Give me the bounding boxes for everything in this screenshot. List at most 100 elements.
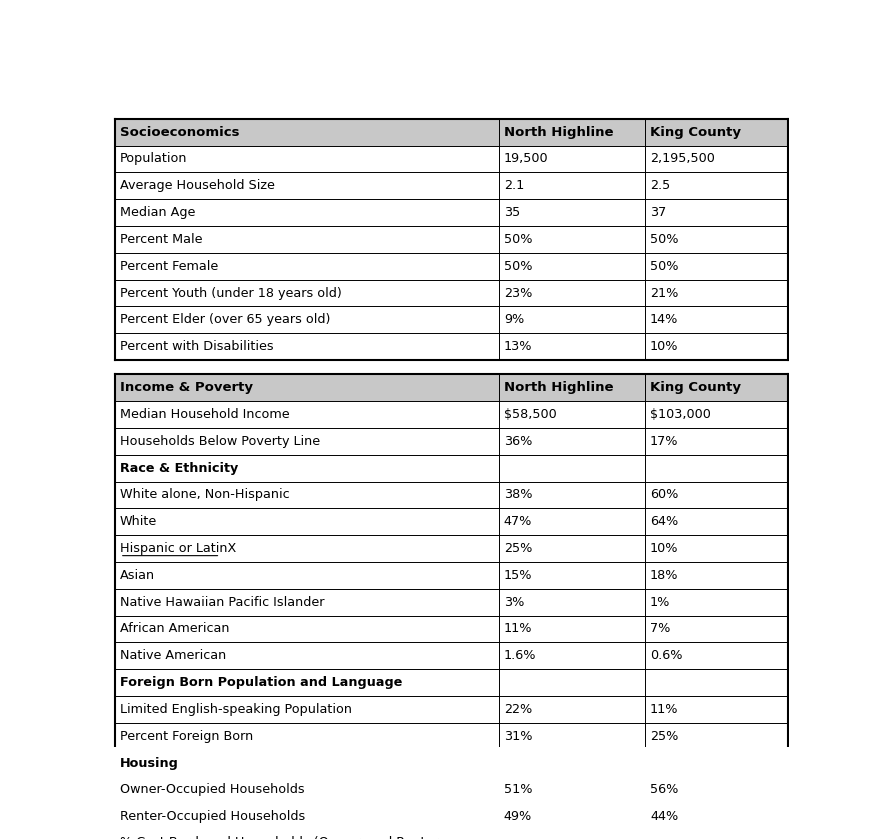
Text: $103,000: $103,000 — [650, 408, 711, 421]
Text: 2,195,500: 2,195,500 — [650, 153, 715, 165]
Bar — [115, 306, 788, 333]
Text: White: White — [120, 515, 157, 529]
Text: Hispanic or LatinX: Hispanic or LatinX — [120, 542, 236, 555]
Text: Income & Poverty: Income & Poverty — [120, 381, 253, 394]
Bar — [115, 643, 788, 670]
Text: Foreign Born Population and Language: Foreign Born Population and Language — [120, 676, 403, 689]
Text: 60%: 60% — [650, 488, 678, 502]
Text: Households Below Poverty Line: Households Below Poverty Line — [120, 435, 320, 448]
Text: 50%: 50% — [503, 260, 532, 273]
Text: White alone, Non-Hispanic: White alone, Non-Hispanic — [120, 488, 289, 502]
Text: North Highline: North Highline — [503, 381, 613, 394]
Bar — [115, 401, 788, 428]
Text: $58,500: $58,500 — [503, 408, 557, 421]
Text: 7%: 7% — [650, 623, 670, 635]
Text: Asian: Asian — [120, 569, 155, 582]
Bar — [115, 199, 788, 226]
Text: North Highline: North Highline — [503, 126, 613, 138]
Text: King County: King County — [650, 126, 741, 138]
Text: Native American: Native American — [120, 649, 226, 662]
Text: Percent Female: Percent Female — [120, 260, 218, 273]
Text: 11%: 11% — [503, 623, 532, 635]
Text: 25%: 25% — [650, 730, 678, 743]
Text: African American: African American — [120, 623, 229, 635]
Text: Average Household Size: Average Household Size — [120, 180, 275, 192]
Text: 47%: 47% — [503, 515, 532, 529]
Bar — [115, 803, 788, 830]
Text: 37: 37 — [650, 206, 667, 219]
Text: 31%: 31% — [503, 730, 532, 743]
Text: 56%: 56% — [650, 784, 678, 796]
Text: 49%: 49% — [503, 810, 532, 823]
Text: Race & Ethnicity: Race & Ethnicity — [120, 461, 238, 475]
Bar — [115, 455, 788, 482]
Text: 50%: 50% — [503, 233, 532, 246]
Text: Percent Youth (under 18 years old): Percent Youth (under 18 years old) — [120, 287, 341, 300]
Text: 2.5: 2.5 — [650, 180, 670, 192]
Text: 22%: 22% — [503, 703, 532, 716]
Text: 1.6%: 1.6% — [503, 649, 537, 662]
Text: 14%: 14% — [650, 313, 678, 326]
Text: Population: Population — [120, 153, 188, 165]
Bar — [115, 146, 788, 172]
Text: 19,500: 19,500 — [503, 153, 548, 165]
Text: 0.6%: 0.6% — [650, 649, 682, 662]
Text: 64%: 64% — [650, 515, 678, 529]
Bar — [115, 279, 788, 306]
Bar — [115, 482, 788, 508]
Text: 10%: 10% — [650, 542, 679, 555]
Bar — [115, 508, 788, 535]
Bar — [115, 226, 788, 253]
Text: Limited English-speaking Population: Limited English-speaking Population — [120, 703, 352, 716]
Text: Owner-Occupied Households: Owner-Occupied Households — [120, 784, 304, 796]
Text: 21%: 21% — [650, 287, 678, 300]
Text: 10%: 10% — [650, 340, 679, 353]
Text: 25%: 25% — [503, 542, 532, 555]
Text: 17%: 17% — [650, 435, 679, 448]
Bar — [115, 749, 788, 776]
Text: Percent Male: Percent Male — [120, 233, 203, 246]
Text: Socioeconomics: Socioeconomics — [120, 126, 239, 138]
Text: Percent Foreign Born: Percent Foreign Born — [120, 730, 253, 743]
Text: 11%: 11% — [650, 703, 679, 716]
Text: 9%: 9% — [503, 313, 524, 326]
Text: Native Hawaiian Pacific Islander: Native Hawaiian Pacific Islander — [120, 596, 324, 608]
Bar — [115, 670, 788, 696]
Text: King County: King County — [650, 381, 741, 394]
Text: 18%: 18% — [650, 569, 679, 582]
Text: Renter-Occupied Households: Renter-Occupied Households — [120, 810, 305, 823]
Text: 35: 35 — [503, 206, 520, 219]
Bar — [115, 589, 788, 616]
Text: 2.1: 2.1 — [503, 180, 524, 192]
Text: 50%: 50% — [650, 260, 679, 273]
Bar — [115, 562, 788, 589]
Text: Median Household Income: Median Household Income — [120, 408, 289, 421]
Text: 38%: 38% — [503, 488, 532, 502]
Bar — [115, 119, 788, 146]
Bar — [115, 374, 788, 401]
Bar — [115, 723, 788, 749]
Bar — [115, 616, 788, 643]
Bar — [115, 253, 788, 279]
Bar — [115, 172, 788, 199]
Bar — [115, 535, 788, 562]
Text: 15%: 15% — [503, 569, 532, 582]
Bar — [115, 333, 788, 360]
Text: 3%: 3% — [503, 596, 524, 608]
Text: 44%: 44% — [650, 810, 678, 823]
Text: 36%: 36% — [503, 435, 532, 448]
Text: 13%: 13% — [503, 340, 532, 353]
Text: Median Age: Median Age — [120, 206, 196, 219]
Bar — [115, 830, 788, 839]
Text: 50%: 50% — [650, 233, 679, 246]
Text: 1%: 1% — [650, 596, 670, 608]
Text: 51%: 51% — [503, 784, 532, 796]
Text: 23%: 23% — [503, 287, 532, 300]
Text: Percent with Disabilities: Percent with Disabilities — [120, 340, 274, 353]
Text: % Cost Burdened Households (Owner- and Renter-: % Cost Burdened Households (Owner- and R… — [120, 836, 442, 839]
Text: Percent Elder (over 65 years old): Percent Elder (over 65 years old) — [120, 313, 331, 326]
Bar — [115, 696, 788, 723]
Text: Housing: Housing — [120, 757, 179, 769]
Bar — [115, 428, 788, 455]
Bar — [115, 776, 788, 803]
